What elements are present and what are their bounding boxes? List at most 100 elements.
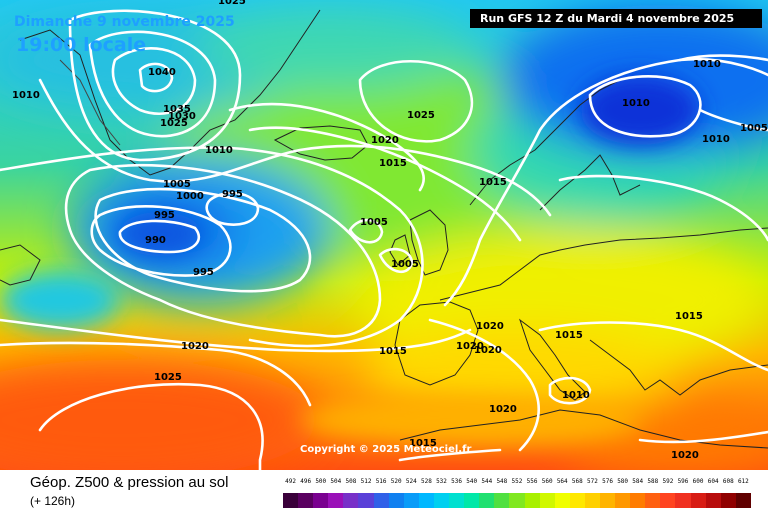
scale-swatch <box>615 493 631 508</box>
scale-swatch <box>524 493 540 508</box>
isobar-label: 1020 <box>489 404 517 415</box>
isobar-label: 1020 <box>474 345 502 356</box>
legend-title: Géop. Z500 & pression au sol <box>30 474 229 491</box>
isobar-1020-med <box>428 318 541 452</box>
scale-swatch <box>373 493 389 508</box>
isobar-1015-africa <box>398 448 502 462</box>
italy-coast <box>519 318 586 401</box>
scale-label: 600 <box>692 478 704 485</box>
isobar-label: 1005 <box>360 217 388 228</box>
isobar-label: 1015 <box>379 158 407 169</box>
scale-label: 508 <box>345 478 357 485</box>
isobar-label: 990 <box>145 235 166 246</box>
scale-label: 592 <box>662 478 674 485</box>
africa-coast <box>399 409 768 449</box>
isobar-label: 995 <box>154 210 175 221</box>
scale-swatch <box>418 493 434 508</box>
map-canvas: 1025 1010 1040 1035 1030 1025 1010 1005 … <box>0 0 768 470</box>
scale-label: 612 <box>737 478 749 485</box>
isobar-1005-uk <box>378 247 414 273</box>
isobar-1000 <box>94 187 312 293</box>
isobar-label: 1025 <box>154 372 182 383</box>
scale-label: 604 <box>707 478 719 485</box>
scale-swatch <box>479 493 495 508</box>
scale-label: 504 <box>330 478 342 485</box>
scale-swatch <box>358 493 374 508</box>
scale-swatch <box>705 493 721 508</box>
scale-label: 556 <box>526 478 538 485</box>
geopotential-field <box>0 0 768 470</box>
isobar-1015 <box>0 318 472 353</box>
color-scale-bar <box>283 493 751 508</box>
scale-swatch <box>584 493 600 508</box>
scale-swatch <box>539 493 555 508</box>
scale-swatch <box>313 493 329 508</box>
isobar-label: 1020 <box>181 341 209 352</box>
scale-swatch <box>554 493 570 508</box>
isobar-1015-italy <box>538 321 768 372</box>
scale-swatch <box>449 493 465 508</box>
scale-swatch <box>720 493 736 508</box>
isobar-label: 1010 <box>562 390 590 401</box>
scale-label: 564 <box>556 478 568 485</box>
scale-swatch <box>464 493 480 508</box>
scale-label: 532 <box>436 478 447 485</box>
isobar-1020-west <box>0 341 312 407</box>
isobar-1005-ireland <box>348 218 384 244</box>
isobar-1005-outer <box>64 164 382 338</box>
scale-label: 512 <box>360 478 372 485</box>
scale-swatch <box>494 493 510 508</box>
isobar-1040 <box>138 62 174 93</box>
scale-label: 596 <box>677 478 689 485</box>
scale-label: 548 <box>496 478 508 485</box>
isobar-label: 1025 <box>160 118 188 129</box>
scale-label: 536 <box>451 478 462 485</box>
isobar-1020-iceland <box>228 102 426 192</box>
isobar-label: 1005 <box>163 179 191 190</box>
scale-swatch <box>298 493 314 508</box>
scale-label: 568 <box>571 478 583 485</box>
isobar-label: 1015 <box>675 311 703 322</box>
isobar-label: 1040 <box>148 67 176 78</box>
scale-label: 588 <box>647 478 659 485</box>
scale-label: 544 <box>481 478 493 485</box>
isobar-1025-north <box>358 59 474 143</box>
greenland-ice <box>59 59 121 146</box>
isobar-1010-italy <box>548 376 592 405</box>
scale-swatch <box>283 493 299 508</box>
scale-label: 492 <box>285 478 296 485</box>
scale-label: 576 <box>602 478 613 485</box>
isobar-990 <box>118 219 201 254</box>
scale-swatch <box>328 493 344 508</box>
scale-label: 580 <box>617 478 629 485</box>
scale-swatch <box>599 493 616 508</box>
europe-coast <box>439 227 768 301</box>
isobar-1015-scand <box>443 57 768 307</box>
scale-swatch <box>690 493 706 508</box>
isobars <box>0 9 768 470</box>
isobar-1010-greenland <box>38 78 552 217</box>
greenland-coast <box>19 9 321 176</box>
isobar-label: 1010 <box>702 134 730 145</box>
scale-label: 552 <box>511 478 523 485</box>
isobar-label: 995 <box>193 267 214 278</box>
isobar-1035 <box>111 47 197 115</box>
scale-label: 520 <box>390 478 402 485</box>
isobar-995-east <box>205 191 260 226</box>
isobar-label: 1035 <box>163 104 191 115</box>
isobar-label: 1015 <box>409 438 437 449</box>
forecast-time: 19:00 locale <box>16 34 147 56</box>
isobar-label: 1020 <box>456 341 484 352</box>
isobar-labels: 1025 1010 1040 1035 1030 1025 1010 1005 … <box>12 0 768 461</box>
scale-swatch <box>509 493 525 508</box>
isobar-label: 1005 <box>740 123 768 134</box>
scale-label: 560 <box>541 478 553 485</box>
run-info: Run GFS 12 Z du Mardi 4 novembre 2025 <box>470 9 762 28</box>
isobar-1025-azores <box>38 383 264 470</box>
scale-label: 584 <box>632 478 644 485</box>
scale-swatch <box>433 493 450 508</box>
scale-swatch <box>403 493 419 508</box>
scale-swatch <box>675 493 691 508</box>
isobar-1030 <box>88 30 217 138</box>
